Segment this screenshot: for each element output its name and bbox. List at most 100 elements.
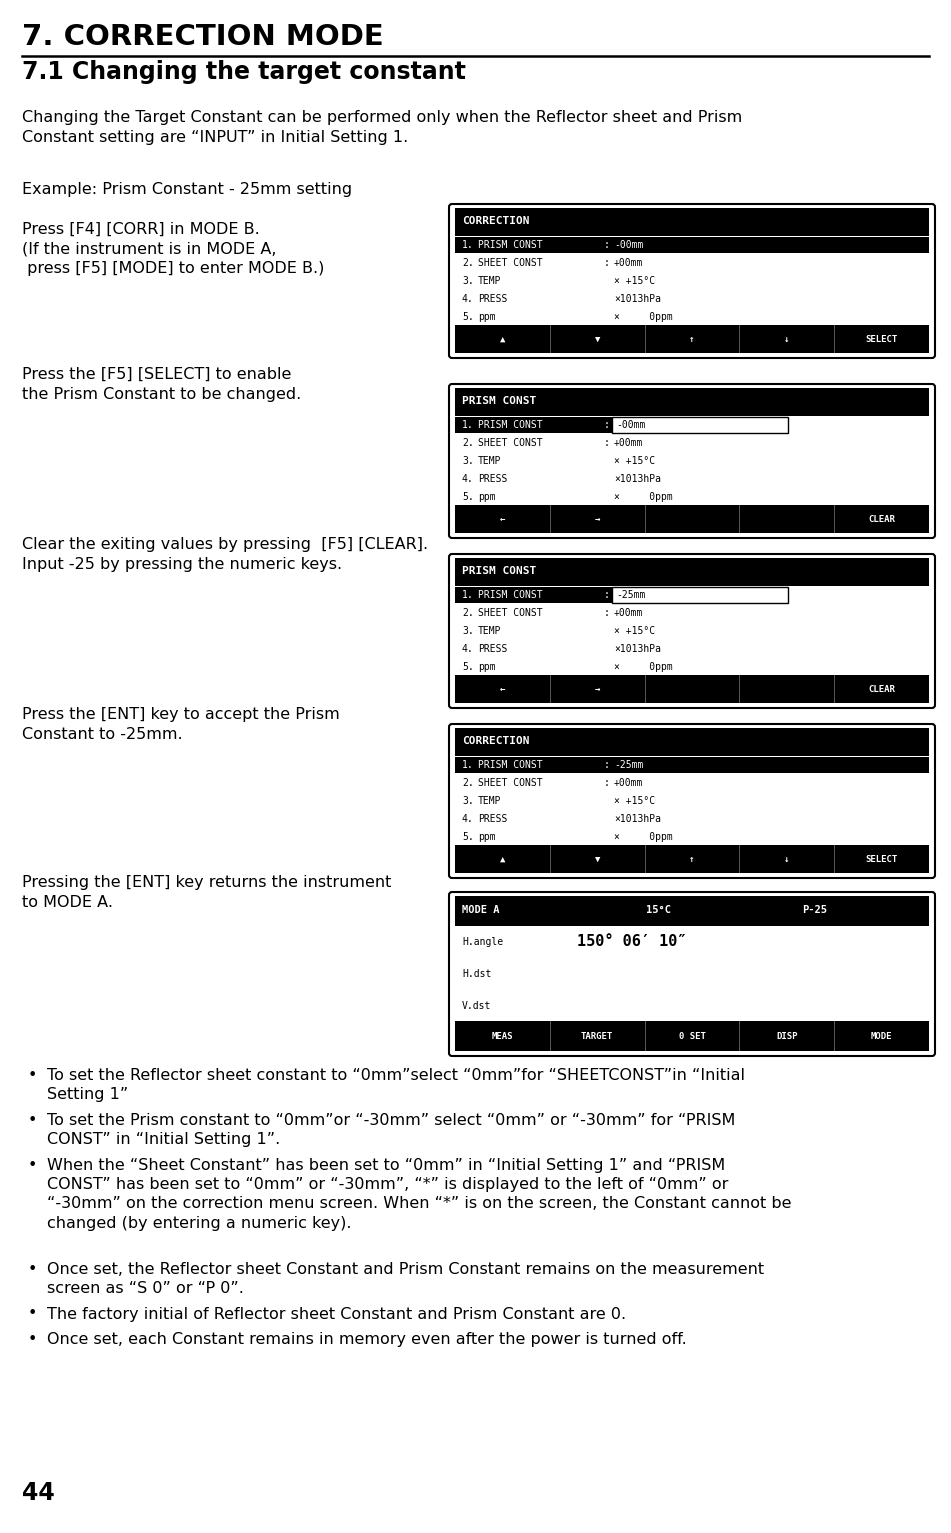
Text: ×     0ppm: × 0ppm — [614, 662, 672, 671]
Bar — [924, 399, 927, 405]
Bar — [906, 566, 924, 576]
Text: →: → — [594, 685, 600, 693]
Text: PRISM CONST: PRISM CONST — [462, 397, 536, 406]
Bar — [908, 908, 911, 914]
Bar — [455, 388, 929, 415]
Text: 4.: 4. — [462, 644, 474, 655]
Bar — [834, 325, 835, 353]
Text: -00mm: -00mm — [616, 420, 646, 429]
Text: MODE A: MODE A — [462, 906, 499, 915]
Text: ↓: ↓ — [785, 854, 789, 863]
Text: 15°C: 15°C — [646, 906, 670, 915]
Text: CORRECTION: CORRECTION — [462, 216, 530, 227]
Text: The factory initial of Reflector sheet Constant and Prism Constant are 0.: The factory initial of Reflector sheet C… — [47, 1306, 626, 1321]
Bar — [906, 216, 924, 227]
Text: TEMP: TEMP — [478, 455, 501, 466]
Text: To set the Reflector sheet constant to “0mm”select “0mm”for “SHEETCONST”in “Init: To set the Reflector sheet constant to “… — [47, 1069, 745, 1102]
Text: TEMP: TEMP — [478, 276, 501, 287]
Text: × +15°C: × +15°C — [614, 625, 655, 636]
Bar — [550, 506, 551, 533]
Bar — [906, 904, 924, 915]
Text: ×1013hPa: ×1013hPa — [614, 294, 661, 304]
Text: PRESS: PRESS — [478, 294, 508, 304]
Text: Clear the exiting values by pressing  [F5] [CLEAR].
Input -25 by pressing the nu: Clear the exiting values by pressing [F5… — [22, 537, 428, 572]
Text: :: : — [604, 239, 610, 250]
Bar — [917, 567, 921, 575]
Bar — [917, 908, 921, 914]
Text: •: • — [28, 1157, 37, 1173]
Text: 2.: 2. — [462, 777, 474, 788]
Text: 3.: 3. — [462, 796, 474, 806]
Text: 1.: 1. — [462, 760, 474, 770]
Bar — [550, 675, 551, 704]
Text: PRISM CONST: PRISM CONST — [462, 566, 536, 576]
Text: •: • — [28, 1113, 37, 1128]
Bar — [612, 587, 788, 602]
Text: CORRECTION: CORRECTION — [462, 736, 530, 747]
Text: Once set, the Reflector sheet Constant and Prism Constant remains on the measure: Once set, the Reflector sheet Constant a… — [47, 1262, 764, 1295]
Text: SHEET CONST: SHEET CONST — [478, 438, 543, 448]
Text: V.dst: V.dst — [462, 1001, 492, 1012]
Text: 3.: 3. — [462, 625, 474, 636]
Bar — [924, 569, 927, 575]
Text: MEAS: MEAS — [492, 1032, 514, 1041]
FancyBboxPatch shape — [449, 724, 935, 878]
Text: •: • — [28, 1069, 37, 1082]
Bar — [908, 567, 911, 575]
Text: ppm: ppm — [478, 492, 495, 503]
Text: CLEAR: CLEAR — [868, 685, 895, 693]
Bar — [455, 417, 733, 434]
Text: :: : — [604, 420, 610, 429]
Bar — [645, 1021, 646, 1052]
Text: H.dst: H.dst — [462, 969, 492, 980]
Text: ×     0ppm: × 0ppm — [614, 832, 672, 842]
Text: P-25: P-25 — [803, 906, 827, 915]
Text: ×1013hPa: ×1013hPa — [614, 474, 661, 484]
Text: SELECT: SELECT — [865, 334, 898, 343]
Text: ▲: ▲ — [499, 854, 505, 863]
Text: ×     0ppm: × 0ppm — [614, 313, 672, 322]
Text: 1.: 1. — [462, 239, 474, 250]
Text: PRESS: PRESS — [478, 644, 508, 655]
Bar — [455, 1021, 929, 1052]
Text: ↓: ↓ — [785, 334, 789, 343]
Bar — [917, 737, 921, 745]
Bar — [455, 236, 929, 253]
Text: Once set, each Constant remains in memory even after the power is turned off.: Once set, each Constant remains in memor… — [47, 1332, 687, 1348]
Text: •: • — [28, 1306, 37, 1321]
Text: 3.: 3. — [462, 276, 474, 287]
Text: :: : — [604, 609, 610, 618]
Text: •: • — [28, 1332, 37, 1348]
Text: MODE: MODE — [871, 1032, 892, 1041]
Text: 5.: 5. — [462, 313, 474, 322]
Bar — [455, 757, 929, 773]
Bar — [917, 218, 921, 225]
Bar — [455, 208, 929, 236]
Text: 5.: 5. — [462, 662, 474, 671]
Text: 3.: 3. — [462, 455, 474, 466]
Text: TEMP: TEMP — [478, 796, 501, 806]
Text: ▲: ▲ — [499, 334, 505, 343]
Bar — [739, 845, 741, 872]
Text: 2.: 2. — [462, 609, 474, 618]
Bar — [550, 325, 551, 353]
Text: × +15°C: × +15°C — [614, 455, 655, 466]
Text: -00mm: -00mm — [614, 239, 644, 250]
Text: CLEAR: CLEAR — [868, 515, 895, 524]
Bar — [924, 739, 927, 745]
Bar — [924, 908, 927, 914]
Text: •: • — [28, 1262, 37, 1277]
Bar — [913, 908, 916, 914]
Bar — [612, 417, 788, 432]
Bar — [913, 567, 916, 575]
Text: ↑: ↑ — [689, 334, 694, 343]
Text: PRESS: PRESS — [478, 814, 508, 825]
Bar — [906, 736, 924, 747]
Bar — [739, 506, 741, 533]
Text: 0 SET: 0 SET — [679, 1032, 706, 1041]
Text: ppm: ppm — [478, 313, 495, 322]
Text: TEMP: TEMP — [478, 625, 501, 636]
Text: 5.: 5. — [462, 492, 474, 503]
Bar — [739, 1021, 741, 1052]
Text: Example: Prism Constant - 25mm setting

Press [F4] [CORR] in MODE B.
(If the ins: Example: Prism Constant - 25mm setting P… — [22, 182, 352, 276]
